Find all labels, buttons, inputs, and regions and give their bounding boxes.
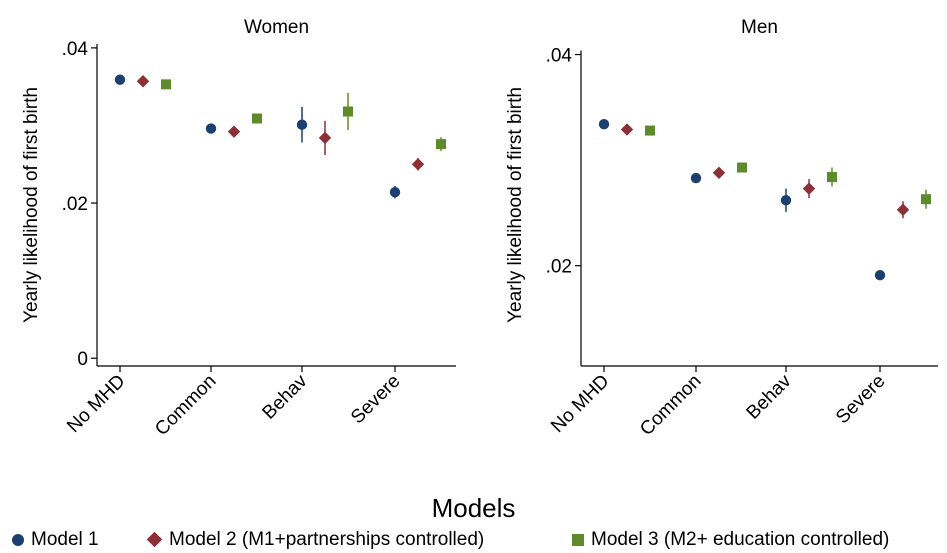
point-model-2 xyxy=(318,131,332,145)
diamond-marker-icon xyxy=(146,532,163,548)
panel-title: Women xyxy=(244,17,309,38)
legend-title: Models xyxy=(431,493,516,523)
legend-label: Model 2 (M1+partnerships controlled) xyxy=(169,529,485,550)
x-tick-label: Behav xyxy=(259,370,312,423)
point-model-3 xyxy=(737,162,747,173)
point-model-3 xyxy=(436,139,446,150)
legend-item-model-2: Model 2 (M1+partnerships controlled) xyxy=(146,528,484,552)
point-model-2 xyxy=(227,125,241,138)
point-model-2 xyxy=(411,158,425,171)
point-model-1 xyxy=(389,186,401,198)
circle-marker-icon xyxy=(12,533,24,546)
point-model-1 xyxy=(780,195,792,206)
y-tick-label: .04 xyxy=(546,46,573,67)
y-axis-label: Yearly likelihood of first birth xyxy=(21,87,42,323)
point-model-1 xyxy=(598,119,610,130)
panel-men: Men .02 .04 Yearly likelihood of first birt… xyxy=(505,17,938,440)
point-model-3 xyxy=(645,125,655,136)
point-model-2 xyxy=(136,75,150,88)
point-model-1 xyxy=(205,123,217,134)
point-model-2 xyxy=(802,182,816,195)
x-tick-label: Common xyxy=(151,371,220,440)
point-model-1 xyxy=(874,270,886,281)
y-tick-label: 0 xyxy=(77,349,88,370)
x-tick-label: Severe xyxy=(832,371,889,428)
point-model-3 xyxy=(252,113,262,124)
y-axis-label: Yearly likelihood of first birth xyxy=(505,87,526,323)
point-model-2 xyxy=(712,166,726,179)
x-tick-label: Severe xyxy=(347,371,404,428)
point-model-2 xyxy=(620,123,634,136)
y-tick-label: .04 xyxy=(62,39,89,60)
legend-item-model-3: Model 3 (M2+ education controlled) xyxy=(572,528,889,552)
legend-item-model-1: Model 1 xyxy=(12,528,99,552)
panel-title: Men xyxy=(741,17,778,38)
point-model-3 xyxy=(343,106,353,117)
legend-label: Model 3 (M2+ education controlled) xyxy=(591,529,890,550)
legend-label: Model 1 xyxy=(31,529,99,550)
point-model-1 xyxy=(114,74,126,85)
x-tick-label: No MHD xyxy=(63,371,129,437)
point-model-1 xyxy=(690,172,702,184)
y-tick-label: .02 xyxy=(62,194,88,215)
point-model-3 xyxy=(921,194,931,205)
x-tick-label: No MHD xyxy=(547,371,613,437)
y-tick-label: .02 xyxy=(546,257,572,278)
point-model-2 xyxy=(896,203,910,216)
point-model-1 xyxy=(296,119,308,130)
square-marker-icon xyxy=(572,533,584,546)
point-model-3 xyxy=(161,79,171,90)
point-model-3 xyxy=(827,172,837,183)
panel-women: Women 0 .02 .04 Yearly likelihood of first b… xyxy=(21,17,456,440)
x-tick-label: Common xyxy=(636,371,705,440)
legend: Model 1 Model 2 (M1+partnerships control… xyxy=(0,528,947,552)
x-tick-label: Behav xyxy=(743,370,796,423)
